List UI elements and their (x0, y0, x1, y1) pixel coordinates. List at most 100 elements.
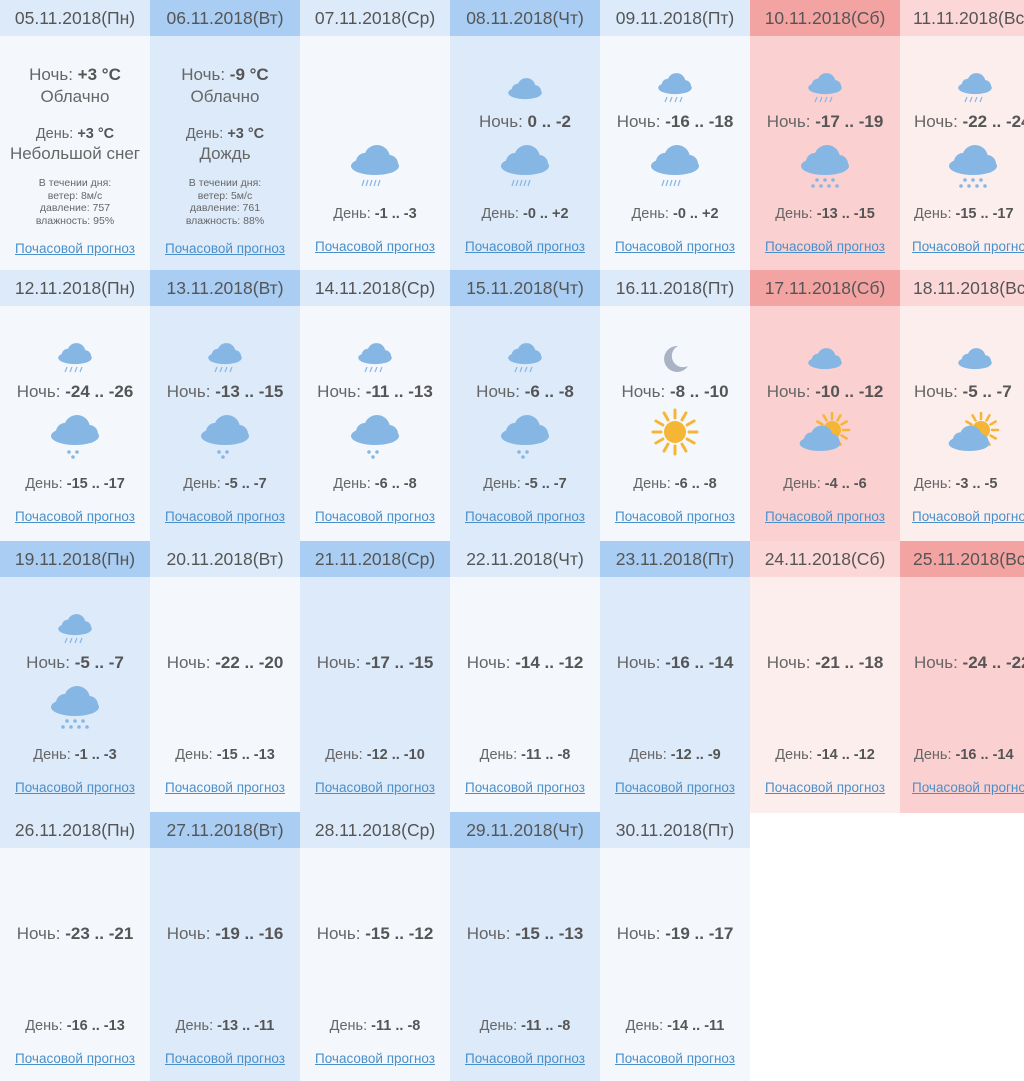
day-temperature: День: -14 .. -11 (600, 1018, 750, 1034)
hourly-forecast-link[interactable]: Почасовой прогноз (912, 239, 1024, 254)
pressure-label: давление: (189, 202, 240, 214)
night-label: Ночь: (166, 924, 211, 943)
day-temperature: День: -13 .. -11 (150, 1018, 300, 1034)
night-label: Ночь: (316, 653, 361, 672)
day-temp-value: -6 .. -8 (374, 476, 417, 492)
day-temperature: День: -11 .. -8 (300, 1018, 450, 1034)
hourly-forecast-link[interactable]: Почасовой прогноз (315, 1051, 435, 1066)
night-temp-value: -8 .. -10 (669, 382, 729, 401)
day-temp-value: -5 .. -7 (224, 476, 267, 492)
hourly-forecast-link[interactable]: Почасовой прогноз (165, 1051, 285, 1066)
day-cell: 12.11.2018(Пн) Ночь: -24 .. -26 День: -1… (0, 270, 150, 542)
day-temp-value: -0 .. +2 (672, 206, 719, 222)
day-cell: 05.11.2018(Пн) Ночь: +3 °C Облачно День: +3… (0, 0, 150, 272)
hourly-forecast-link[interactable]: Почасовой прогноз (465, 1051, 585, 1066)
pressure-value: 761 (242, 202, 261, 214)
night-temp-value: -11 .. -13 (365, 382, 433, 401)
night-temp-value: -9 °C (229, 65, 269, 84)
day-cell: 09.11.2018(Пт) Ночь: -16 .. -18 День: -0… (600, 0, 750, 272)
cloud-light-snow-icon (347, 412, 403, 460)
hourly-forecast-link[interactable]: Почасовой прогноз (465, 509, 585, 524)
night-label: Ночь: (766, 382, 811, 401)
day-cell: 18.11.2018(Вс) Ночь: -5 .. -7 День: -3 .… (900, 270, 1024, 542)
night-temperature: Ночь: +3 °C (0, 65, 150, 85)
pressure-value: 757 (92, 202, 111, 214)
day-cell: 21.11.2018(Ср) Ночь: -17 .. -15 День: -12 … (300, 541, 450, 813)
day-temperature: День: -16 .. -14 (900, 747, 1024, 763)
day-date-header: 06.11.2018(Вт) (150, 0, 300, 36)
day-temperature: День: -0 .. +2 (600, 206, 750, 222)
day-temperature: День: -15 .. -17 (900, 206, 1024, 222)
night-temperature: Ночь: -10 .. -12 (750, 382, 900, 402)
day-date-header: 24.11.2018(Сб) (750, 541, 900, 577)
day-date-header: 20.11.2018(Вт) (150, 541, 300, 577)
hourly-forecast-link[interactable]: Почасовой прогноз (15, 1051, 135, 1066)
night-label: Ночь: (166, 653, 211, 672)
day-date-header: 09.11.2018(Пт) (600, 0, 750, 36)
day-label: День: (481, 206, 519, 222)
day-forecast-body: День: -1 .. -3 Почасовой прогноз (300, 36, 450, 272)
hourly-forecast-link[interactable]: Почасовой прогноз (15, 241, 135, 256)
hourly-forecast-link[interactable]: Почасовой прогноз (165, 509, 285, 524)
day-label: День: (783, 476, 821, 492)
night-label: Ночь: (317, 382, 361, 401)
cloud-rain-icon (205, 342, 245, 376)
day-temp-value: -15 .. -17 (955, 206, 1014, 222)
moon-icon (658, 342, 692, 376)
day-label: День: (625, 1018, 664, 1034)
day-temperature: День: -15 .. -13 (150, 747, 300, 763)
hourly-forecast-link[interactable]: Почасовой прогноз (912, 780, 1024, 795)
hourly-forecast-link[interactable]: Почасовой прогноз (615, 780, 735, 795)
day-details: В течении дня: ветер: 8м/с давление: 757 вл… (0, 177, 150, 227)
night-label: Ночь: (26, 653, 70, 672)
cloud-rain-icon (805, 72, 845, 106)
day-label: День: (25, 1018, 63, 1034)
day-date-header: 08.11.2018(Чт) (450, 0, 600, 36)
day-cell: 24.11.2018(Сб) Ночь: -21 .. -18 День: -14 … (750, 541, 900, 813)
night-temperature: Ночь: -13 .. -15 (150, 382, 300, 402)
sun-cloud-icon (796, 412, 854, 460)
day-date-header: 22.11.2018(Чт) (450, 541, 600, 577)
hourly-forecast-link[interactable]: Почасовой прогноз (315, 780, 435, 795)
hourly-forecast-link[interactable]: Почасовой прогноз (15, 509, 135, 524)
day-temperature: День: -11 .. -8 (450, 747, 600, 763)
hourly-forecast-link[interactable]: Почасовой прогноз (465, 239, 585, 254)
details-title: В течении дня: (188, 177, 262, 189)
hourly-forecast-link[interactable]: Почасовой прогноз (765, 509, 885, 524)
hourly-forecast-link[interactable]: Почасовой прогноз (315, 239, 435, 254)
day-temp-value: -4 .. -6 (824, 476, 867, 492)
day-forecast-body: Ночь: -17 .. -19 День: -13 .. -15 Почасов… (750, 36, 900, 272)
day-temp-value: -0 .. +2 (522, 206, 569, 222)
day-forecast-body: Ночь: -24 .. -22 День: -16 .. -14 Почасово… (900, 577, 1024, 813)
night-temp-value: -6 .. -8 (524, 382, 574, 401)
day-label: День: (914, 476, 952, 492)
hourly-forecast-link[interactable]: Почасовой прогноз (765, 239, 885, 254)
cloud-rain-icon (55, 613, 95, 647)
hourly-forecast-link[interactable]: Почасовой прогноз (912, 509, 1024, 524)
hourly-forecast-link[interactable]: Почасовой прогноз (165, 780, 285, 795)
hourly-forecast-link[interactable]: Почасовой прогноз (165, 241, 285, 256)
day-forecast-body: Ночь: -8 .. -10 День: -6 .. -8 Почасовой п… (600, 306, 750, 542)
day-cell: 27.11.2018(Вт) Ночь: -19 .. -16 День: -13 … (150, 812, 300, 1081)
hourly-forecast-link[interactable]: Почасовой прогноз (15, 780, 135, 795)
cloud-snow-icon (47, 683, 103, 731)
hourly-forecast-link[interactable]: Почасовой прогноз (315, 509, 435, 524)
day-temperature: День: -16 .. -13 (0, 1018, 150, 1034)
day-forecast-body: Ночь: -11 .. -13 День: -6 .. -8 Почасовой… (300, 306, 450, 542)
night-label: Ночь: (766, 112, 811, 131)
hourly-forecast-link[interactable]: Почасовой прогноз (615, 239, 735, 254)
day-cell: 15.11.2018(Чт) Ночь: -6 .. -8 День: -5 .… (450, 270, 600, 542)
night-temperature: Ночь: -8 .. -10 (600, 382, 750, 402)
hourly-forecast-link[interactable]: Почасовой прогноз (465, 780, 585, 795)
day-label: День: (775, 206, 813, 222)
hourly-forecast-link[interactable]: Почасовой прогноз (615, 1051, 735, 1066)
hourly-forecast-link[interactable]: Почасовой прогноз (765, 780, 885, 795)
night-label: Ночь: (914, 112, 958, 131)
day-cell: 14.11.2018(Ср) Ночь: -11 .. -13 День: -6… (300, 270, 450, 542)
day-temp-value: -13 .. -11 (217, 1018, 275, 1034)
day-temp-value: -3 .. -5 (955, 476, 998, 492)
cloud-rain-icon (347, 142, 403, 190)
hourly-forecast-link[interactable]: Почасовой прогноз (615, 509, 735, 524)
night-temp-value: -10 .. -12 (815, 382, 884, 401)
